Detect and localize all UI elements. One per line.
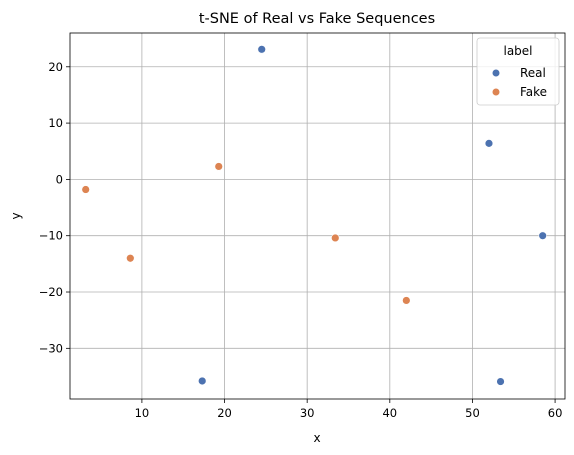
legend-marker-fake	[491, 87, 501, 97]
y-tick-label: 10	[48, 116, 63, 130]
plot-frame	[69, 32, 566, 400]
data-points	[81, 45, 547, 386]
x-tick-label: 50	[465, 406, 480, 420]
chart-title: t-SNE of Real vs Fake Sequences	[199, 11, 435, 27]
x-tick-label: 40	[382, 406, 397, 420]
data-point-real	[496, 377, 505, 386]
axis-ticks: 10 20 30 40 50 60 −30 −20 −10 0 10 20	[39, 60, 563, 420]
data-point-real	[538, 231, 547, 240]
data-point-fake	[402, 296, 411, 305]
data-point-fake	[214, 162, 223, 171]
x-tick-label: 20	[217, 406, 232, 420]
y-tick-label: −30	[39, 341, 63, 355]
y-tick-label: 0	[56, 172, 63, 186]
data-point-fake	[331, 233, 340, 243]
x-tick-label: 10	[135, 406, 150, 420]
y-axis-label: y	[9, 212, 23, 219]
data-point-real	[484, 139, 494, 148]
legend-label-fake: Fake	[520, 85, 547, 99]
data-point-real	[198, 376, 207, 386]
y-tick-label: −20	[39, 285, 63, 299]
legend-title: label	[503, 44, 532, 58]
x-tick-label: 30	[300, 406, 315, 420]
legend-label-real: Real	[520, 66, 546, 80]
x-tick-label: 60	[548, 406, 563, 420]
data-point-real	[257, 45, 266, 54]
legend-marker-real	[491, 68, 501, 78]
y-tick-label: −10	[39, 229, 63, 243]
legend: label Real Fake	[476, 37, 560, 106]
grid-lines	[70, 33, 565, 399]
data-point-fake	[126, 254, 135, 263]
y-tick-label: 20	[48, 60, 63, 74]
data-point-fake	[81, 185, 90, 194]
x-axis-label: x	[313, 431, 320, 445]
